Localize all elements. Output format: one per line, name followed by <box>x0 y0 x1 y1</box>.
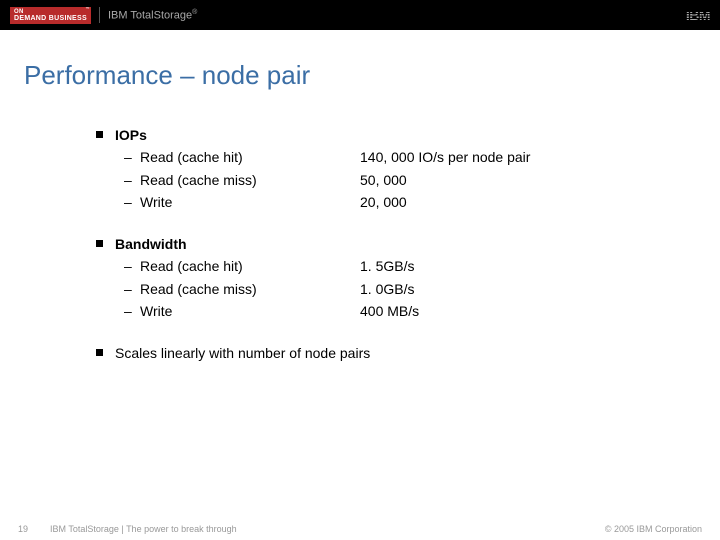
on-demand-business-badge: ON DEMAND BUSINESS ™ <box>10 7 91 24</box>
bullet-heading: Bandwidth <box>96 234 656 254</box>
sub-row: – Read (cache miss) 1. 0GB/s <box>124 279 656 299</box>
footer-left: 19 IBM TotalStorage | The power to break… <box>18 524 237 534</box>
bullet-group-iops: IOPs – Read (cache hit) 140, 000 IO/s pe… <box>96 125 656 212</box>
footer-tagline: IBM TotalStorage | The power to break th… <box>50 524 237 534</box>
dash-icon: – <box>124 170 140 190</box>
header-product-reg: ® <box>192 9 197 16</box>
header-left: ON DEMAND BUSINESS ™ IBM TotalStorage® <box>10 7 197 24</box>
square-bullet-icon <box>96 240 103 247</box>
dash-icon: – <box>124 256 140 276</box>
sub-row-value: 1. 0GB/s <box>360 279 414 299</box>
sub-row: – Read (cache hit) 1. 5GB/s <box>124 256 656 276</box>
dash-icon: – <box>124 192 140 212</box>
sub-row-label: Read (cache miss) <box>140 279 360 299</box>
sub-row-value: 50, 000 <box>360 170 407 190</box>
sub-row-label: Read (cache miss) <box>140 170 360 190</box>
sub-rows: – Read (cache hit) 140, 000 IO/s per nod… <box>96 147 656 212</box>
sub-row: – Read (cache miss) 50, 000 <box>124 170 656 190</box>
sub-row-label: Read (cache hit) <box>140 147 360 167</box>
square-bullet-icon <box>96 131 103 138</box>
slide-title: Performance – node pair <box>24 60 310 91</box>
content-area: IOPs – Read (cache hit) 140, 000 IO/s pe… <box>96 125 656 364</box>
dash-icon: – <box>124 301 140 321</box>
sub-row-label: Write <box>140 192 360 212</box>
bullet-group-bandwidth: Bandwidth – Read (cache hit) 1. 5GB/s – … <box>96 234 656 321</box>
sub-row-label: Read (cache hit) <box>140 256 360 276</box>
header-separator <box>99 7 100 23</box>
ibm-logo: IBM <box>686 7 710 23</box>
sub-row: – Write 400 MB/s <box>124 301 656 321</box>
sub-row-value: 20, 000 <box>360 192 407 212</box>
slide: ON DEMAND BUSINESS ™ IBM TotalStorage® I… <box>0 0 720 540</box>
sub-row-label: Write <box>140 301 360 321</box>
sub-row: – Read (cache hit) 140, 000 IO/s per nod… <box>124 147 656 167</box>
footer-copyright: © 2005 IBM Corporation <box>605 524 702 534</box>
badge-line2: DEMAND BUSINESS <box>14 15 87 22</box>
sub-rows: – Read (cache hit) 1. 5GB/s – Read (cach… <box>96 256 656 321</box>
bullet-text: Scales linearly with number of node pair… <box>115 343 370 363</box>
header-product-title: IBM TotalStorage® <box>108 9 197 22</box>
bullet-heading-text: Bandwidth <box>115 234 187 254</box>
sub-row-value: 400 MB/s <box>360 301 419 321</box>
bullet-scales: Scales linearly with number of node pair… <box>96 343 656 363</box>
header-bar: ON DEMAND BUSINESS ™ IBM TotalStorage® I… <box>0 0 720 30</box>
badge-tm: ™ <box>86 7 90 11</box>
footer-bar: 19 IBM TotalStorage | The power to break… <box>0 518 720 540</box>
sub-row-value: 140, 000 IO/s per node pair <box>360 147 530 167</box>
page-number: 19 <box>18 524 28 534</box>
dash-icon: – <box>124 147 140 167</box>
bullet-heading-text: IOPs <box>115 125 147 145</box>
header-product: IBM TotalStorage <box>108 9 192 21</box>
square-bullet-icon <box>96 349 103 356</box>
sub-row: – Write 20, 000 <box>124 192 656 212</box>
sub-row-value: 1. 5GB/s <box>360 256 414 276</box>
dash-icon: – <box>124 279 140 299</box>
bullet-heading: IOPs <box>96 125 656 145</box>
ibm-logo-text: IBM <box>686 7 710 23</box>
